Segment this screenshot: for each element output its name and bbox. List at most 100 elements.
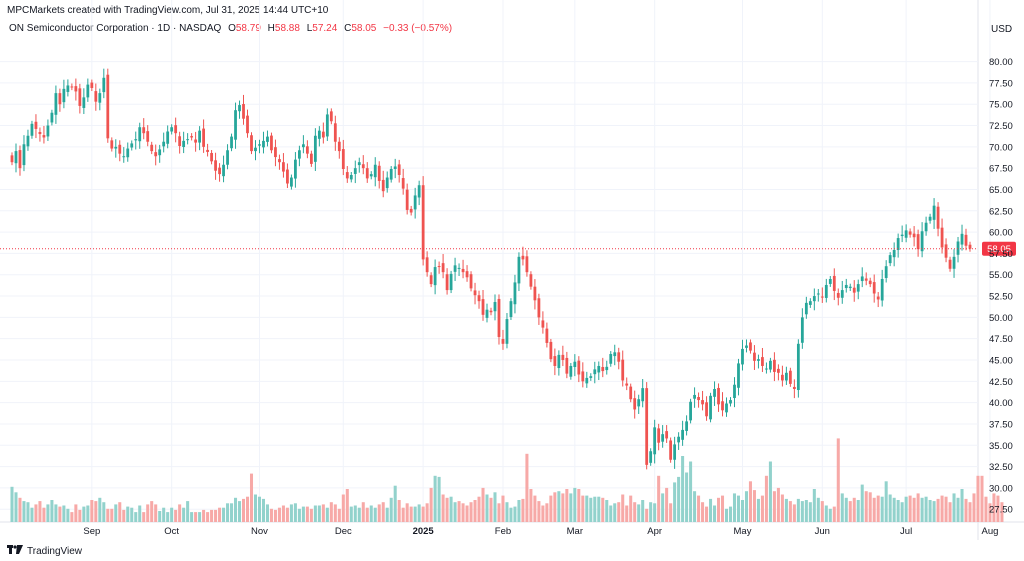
candle-body	[820, 296, 824, 298]
volume-bar	[724, 508, 729, 522]
volume-bar	[289, 504, 293, 522]
candle-body	[138, 127, 142, 142]
symbol-title[interactable]: ON Semiconductor Corporation · 1D · NASD…	[9, 23, 222, 34]
candle-body	[369, 174, 373, 177]
volume-bar	[397, 500, 401, 522]
tradingview-footer[interactable]: TradingView	[7, 545, 82, 557]
volume-bar	[102, 502, 106, 522]
volume-bar	[365, 507, 369, 522]
candle-body	[254, 147, 257, 152]
candle-body	[66, 85, 70, 92]
volume-bar	[309, 508, 313, 522]
candle-body	[14, 151, 18, 164]
candle-body	[577, 360, 581, 375]
candle-body	[773, 359, 776, 372]
candle-body	[757, 359, 760, 361]
candle-body	[170, 127, 174, 132]
volume-bar	[30, 507, 34, 522]
volume-bar	[701, 502, 705, 522]
candle-body	[557, 354, 561, 369]
price-change: −0.33 (−0.57%)	[383, 23, 453, 34]
candle-body	[529, 274, 533, 287]
volume-bar	[54, 504, 58, 522]
candle-body	[952, 256, 956, 269]
volume-bar	[497, 503, 501, 522]
volume-bar	[273, 509, 277, 522]
volume-bar	[261, 498, 265, 522]
volume-bar	[689, 461, 693, 522]
candle-body	[777, 368, 780, 373]
candle-body	[481, 299, 485, 315]
candle-body	[804, 302, 808, 315]
candle-body	[373, 164, 377, 178]
candlesticks	[10, 68, 972, 470]
candle-body	[948, 259, 952, 269]
volume-bar	[429, 487, 433, 522]
volume-bar	[772, 491, 776, 522]
volume-bar	[661, 493, 665, 522]
created-by-caption: MPCMarkets created with TradingView.com,…	[7, 5, 329, 16]
candle-body	[509, 301, 513, 318]
candle-body	[872, 282, 876, 294]
volume-bar	[249, 473, 254, 522]
volume-bar	[653, 503, 657, 522]
candle-body	[864, 278, 868, 281]
volume-bar	[134, 512, 138, 522]
candle-body	[258, 144, 261, 146]
candle-body	[545, 328, 549, 343]
volume-bar	[385, 507, 389, 522]
candle-body	[944, 244, 948, 258]
candle-body	[613, 352, 617, 357]
candle-body	[589, 376, 593, 378]
volume-bar	[836, 438, 840, 522]
volume-bars	[10, 438, 1004, 522]
volume-bar	[118, 502, 122, 522]
volume-bar	[916, 493, 920, 522]
candle-body	[892, 250, 896, 258]
candle-body	[162, 141, 166, 147]
volume-bar	[609, 505, 613, 522]
candle-body	[605, 366, 609, 371]
candle-body	[433, 267, 437, 286]
candle-body	[365, 168, 369, 179]
volume-bar	[158, 511, 162, 522]
volume-bar	[405, 503, 409, 522]
volume-bar	[202, 509, 206, 522]
y-tick-label: 65.00	[989, 185, 1013, 196]
candle-body	[836, 292, 840, 298]
low-value: 57.24	[312, 23, 338, 34]
candle-body	[317, 130, 321, 139]
candle-body	[924, 222, 928, 232]
volume-bar	[864, 491, 868, 522]
candle-body	[54, 93, 58, 115]
candle-body	[477, 295, 481, 302]
volume-bar	[924, 496, 928, 522]
volume-bar	[222, 507, 226, 522]
volume-bar	[517, 500, 521, 522]
volume-bar	[138, 505, 142, 522]
volume-bar	[613, 503, 617, 522]
volume-bar	[625, 505, 629, 522]
candle-body	[792, 386, 796, 389]
currency-label[interactable]: USD	[991, 24, 1013, 35]
volume-bar	[114, 504, 118, 522]
candle-body	[653, 427, 657, 455]
candle-body	[122, 156, 126, 158]
candle-body	[230, 136, 233, 149]
candle-body	[74, 86, 78, 92]
candle-body	[593, 369, 597, 375]
candle-body	[920, 231, 924, 252]
candle-body	[497, 298, 501, 337]
volume-bar	[852, 497, 856, 522]
candle-body	[800, 317, 804, 343]
y-tick-label: 40.00	[989, 398, 1013, 409]
volume-bar	[760, 495, 764, 522]
y-tick-label: 62.50	[989, 206, 1013, 217]
chart-grid	[0, 0, 1024, 540]
volume-bar	[245, 496, 250, 522]
volume-bar	[214, 509, 218, 522]
candle-body	[621, 359, 625, 381]
candle-body	[709, 395, 712, 420]
volume-bar	[844, 497, 848, 522]
